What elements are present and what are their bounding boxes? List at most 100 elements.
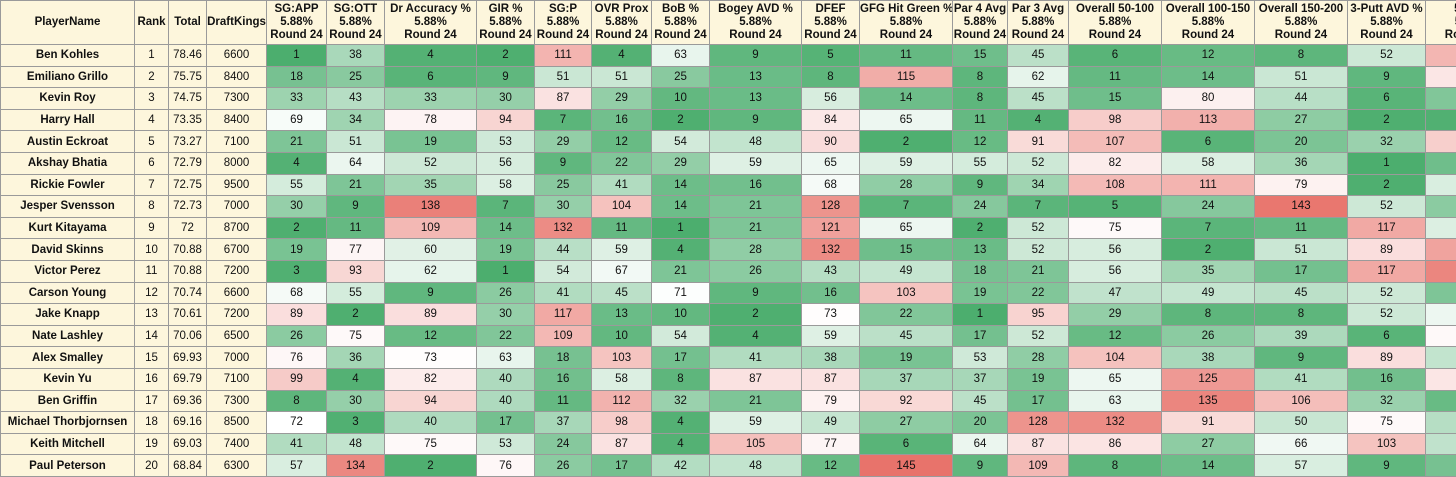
stat-rank-cell: 29 bbox=[535, 131, 592, 153]
column-header[interactable]: Dr Accuracy %5.88%Round 24 bbox=[385, 1, 477, 45]
stat-rank-cell: 99 bbox=[267, 368, 327, 390]
stat-rank-cell: 5 bbox=[802, 45, 860, 67]
stat-rank-cell: 26 bbox=[710, 260, 802, 282]
column-header[interactable]: BoB %5.88%Round 24 bbox=[652, 1, 710, 45]
stat-rank-cell: 29 bbox=[592, 88, 652, 110]
player-name-cell: Nate Lashley bbox=[1, 325, 135, 347]
stat-rank-cell: 16 bbox=[1348, 368, 1426, 390]
stat-rank-cell: 51 bbox=[1255, 239, 1348, 261]
stat-rank-cell: 134 bbox=[327, 455, 385, 477]
draftkings-salary-cell: 6500 bbox=[207, 325, 267, 347]
stat-rank-cell: 76 bbox=[477, 455, 535, 477]
column-header[interactable]: DraftKings bbox=[207, 1, 267, 45]
total-cell: 69.93 bbox=[169, 347, 207, 369]
stat-rank-cell: 45 bbox=[592, 282, 652, 304]
column-header[interactable]: Rank bbox=[135, 1, 169, 45]
column-header[interactable]: 5-10 ft5.88%Round 24 bbox=[1426, 1, 1456, 45]
stat-rank-cell: 12 bbox=[592, 131, 652, 153]
stat-rank-cell: 132 bbox=[1069, 412, 1162, 434]
stat-rank-cell: 58 bbox=[1426, 217, 1456, 239]
stat-rank-cell: 45 bbox=[1008, 88, 1069, 110]
stat-rank-cell: 8 bbox=[953, 88, 1008, 110]
stat-rank-cell: 78 bbox=[385, 109, 477, 131]
column-header-line: Bogey AVD % bbox=[710, 3, 801, 16]
draftkings-salary-cell: 7300 bbox=[207, 390, 267, 412]
stat-rank-cell: 41 bbox=[592, 174, 652, 196]
stat-rank-cell: 34 bbox=[1008, 174, 1069, 196]
column-header[interactable]: Total bbox=[169, 1, 207, 45]
stat-rank-cell: 143 bbox=[1255, 196, 1348, 218]
stat-rank-cell: 87 bbox=[535, 88, 592, 110]
stat-rank-cell: 87 bbox=[592, 433, 652, 455]
stat-rank-cell: 112 bbox=[592, 390, 652, 412]
stat-rank-cell: 10 bbox=[592, 325, 652, 347]
column-header[interactable]: GIR %5.88%Round 24 bbox=[477, 1, 535, 45]
stat-rank-cell: 59 bbox=[802, 325, 860, 347]
total-cell: 73.27 bbox=[169, 131, 207, 153]
player-name-cell: Victor Perez bbox=[1, 260, 135, 282]
stat-rank-cell: 51 bbox=[535, 66, 592, 88]
column-header[interactable]: 3-Putt AVD %5.88%Round 24 bbox=[1348, 1, 1426, 45]
stat-rank-cell: 109 bbox=[385, 217, 477, 239]
stat-rank-cell: 55 bbox=[327, 282, 385, 304]
player-name-cell: Carson Young bbox=[1, 282, 135, 304]
column-header[interactable]: PlayerName bbox=[1, 1, 135, 45]
rank-cell: 11 bbox=[135, 260, 169, 282]
stat-rank-cell: 12 bbox=[1426, 390, 1456, 412]
stat-rank-cell: 25 bbox=[535, 174, 592, 196]
draftkings-salary-cell: 9500 bbox=[207, 174, 267, 196]
stat-rank-cell: 75 bbox=[1348, 412, 1426, 434]
column-header-line: SG:OTT bbox=[327, 3, 384, 16]
stat-rank-cell: 45 bbox=[860, 325, 953, 347]
stat-rank-cell: 35 bbox=[385, 174, 477, 196]
column-header[interactable]: Bogey AVD %5.88%Round 24 bbox=[710, 1, 802, 45]
rank-cell: 1 bbox=[135, 45, 169, 67]
stat-rank-cell: 19 bbox=[267, 239, 327, 261]
stat-rank-cell: 75 bbox=[385, 433, 477, 455]
stat-rank-cell: 87 bbox=[802, 368, 860, 390]
stat-rank-cell: 48 bbox=[710, 455, 802, 477]
player-name-cell: Rickie Fowler bbox=[1, 174, 135, 196]
stat-rank-cell: 47 bbox=[1069, 282, 1162, 304]
stat-rank-cell: 4 bbox=[385, 45, 477, 67]
column-header-line: Overall 100-150 bbox=[1162, 3, 1254, 16]
column-header-line: PlayerName bbox=[1, 16, 134, 29]
stat-rank-cell: 9 bbox=[327, 196, 385, 218]
stat-rank-cell: 56 bbox=[477, 152, 535, 174]
column-header[interactable]: GFG Hit Green %5.88%Round 24 bbox=[860, 1, 953, 45]
stat-rank-cell: 9 bbox=[477, 66, 535, 88]
stat-rank-cell: 2 bbox=[327, 304, 385, 326]
stat-rank-cell: 14 bbox=[1162, 66, 1255, 88]
stat-rank-cell: 52 bbox=[1348, 196, 1426, 218]
